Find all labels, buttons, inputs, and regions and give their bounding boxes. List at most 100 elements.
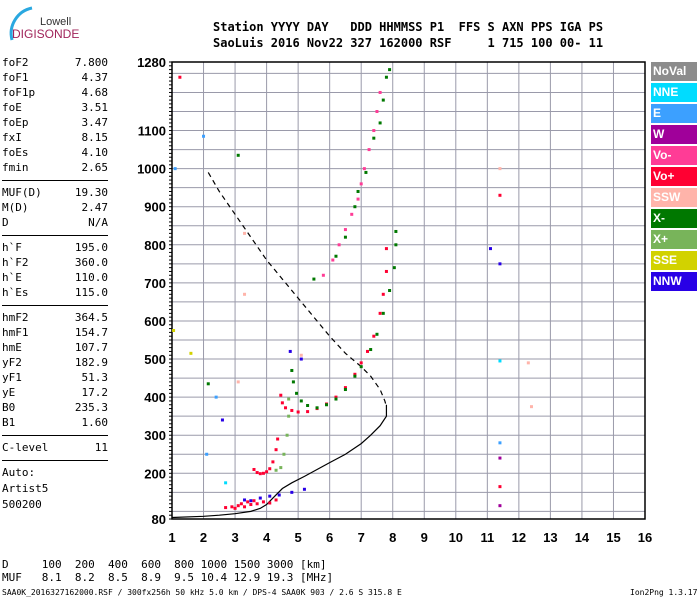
x-tick-label: 6 <box>326 530 333 545</box>
distance-row: D 100 200 400 600 800 1000 1500 3000 [km… <box>2 558 327 571</box>
echo-point <box>271 460 275 464</box>
echo-point <box>356 197 360 201</box>
echo-point <box>261 471 265 475</box>
param-label: hmF2 <box>2 311 29 324</box>
scaled-parameters: foF2 7.800 foF1 4.37 foF1p 4.68 foE 3.51 foEp 3.4… <box>2 55 108 513</box>
y-tick-label: 1000 <box>137 162 166 177</box>
x-tick-label: 5 <box>295 530 302 545</box>
param-row: h`F 195.0 <box>2 240 108 255</box>
param-value: 1.60 <box>81 416 109 429</box>
param-value: 3.47 <box>81 116 109 129</box>
param-value: 154.7 <box>74 326 108 339</box>
echo-point <box>290 490 294 494</box>
param-label: h`Es <box>2 286 29 299</box>
param-value: 11 <box>94 441 108 454</box>
echo-point <box>312 277 316 281</box>
param-label: foEs <box>2 146 29 159</box>
echo-point <box>277 493 281 497</box>
echo-point <box>353 205 357 209</box>
x-tick-label: 14 <box>575 530 590 545</box>
echo-point <box>375 332 379 336</box>
echo-point <box>372 136 376 140</box>
param-label: M(D) <box>2 201 29 214</box>
echo-point <box>375 110 379 114</box>
echo-point <box>353 372 357 376</box>
param-row: D N/A <box>2 215 108 230</box>
echo-point <box>280 401 284 405</box>
param-label: B1 <box>2 416 16 429</box>
param-row: foF1p 4.68 <box>2 85 108 100</box>
echo-point <box>498 262 502 266</box>
echo-point <box>284 406 288 410</box>
param-row: yE 17.2 <box>2 385 108 400</box>
echo-point <box>282 452 286 456</box>
param-value: 4.68 <box>81 86 109 99</box>
param-row: foEp 3.47 <box>2 115 108 130</box>
param-label: foE <box>2 101 22 114</box>
echo-point <box>384 269 388 273</box>
echo-point <box>268 501 272 505</box>
param-value: 7.800 <box>74 56 108 69</box>
echo-point <box>249 503 253 507</box>
echo-point <box>299 353 303 357</box>
echo-point <box>529 405 533 409</box>
param-row: h`E 110.0 <box>2 270 108 285</box>
param-label: foF1 <box>2 71 29 84</box>
echo-point <box>381 311 385 315</box>
echo-point <box>337 243 341 247</box>
echo-point <box>243 498 247 502</box>
param-value: 4.10 <box>81 146 109 159</box>
auto-scaling-info: 500200 <box>2 498 42 511</box>
x-tick-label: 13 <box>543 530 557 545</box>
plot-frame <box>171 61 646 520</box>
echo-point <box>392 266 396 270</box>
x-tick-label: 12 <box>512 530 526 545</box>
param-row: hmE 107.7 <box>2 340 108 355</box>
param-value: 364.5 <box>74 311 108 324</box>
param-row: M(D) 2.47 <box>2 200 108 215</box>
echo-point <box>325 403 329 407</box>
echo-point <box>285 433 289 437</box>
param-value: 19.30 <box>74 186 108 199</box>
param-row: fmin 2.65 <box>2 160 108 175</box>
electron-density-profile <box>171 404 388 519</box>
y-tick-label: 1100 <box>138 124 166 139</box>
echo-point <box>378 90 382 94</box>
echo-point <box>343 388 347 392</box>
legend-item-w: W <box>651 125 697 144</box>
param-row: MUF(D) 19.30 <box>2 185 108 200</box>
echo-point <box>243 292 247 296</box>
echo-point <box>224 506 228 510</box>
footer-file-info: SAA0K_2016327162000.RSF / 300fx256h 50 k… <box>2 588 402 597</box>
legend-item-xminus: X- <box>651 209 697 228</box>
echo-point <box>233 506 237 510</box>
x-tick-label: 15 <box>606 530 620 545</box>
param-value: 4.37 <box>81 71 109 84</box>
echo-point <box>202 134 206 138</box>
echo-point <box>220 418 224 422</box>
echo-point <box>236 380 240 384</box>
echo-point <box>295 391 299 395</box>
echo-point <box>290 408 294 412</box>
echo-point <box>372 129 376 133</box>
x-tick-label: 4 <box>263 530 271 545</box>
param-label: h`E <box>2 271 22 284</box>
x-tick-label: 8 <box>389 530 396 545</box>
echo-point <box>378 121 382 125</box>
param-value: 2.47 <box>81 201 109 214</box>
param-label: D <box>2 216 9 229</box>
param-row: h`Es 115.0 <box>2 285 108 300</box>
param-label: hmF1 <box>2 326 29 339</box>
ionogram-chart: 1 2 3 4 5 6 7 8 9 10 11 12 13 14 15 1680200300400500600… <box>137 55 652 545</box>
dashed-model-curve <box>207 172 388 407</box>
param-row: h`F2 360.0 <box>2 255 108 270</box>
param-value: 195.0 <box>74 241 108 254</box>
digisonde-logo: Lowell DIGISONDE <box>2 4 82 44</box>
echo-point <box>279 466 283 470</box>
echo-point <box>296 410 300 414</box>
polarization-legend: NoVal NNE E W Vo- Vo+ SSW X- X+ SSE NNW <box>651 62 697 293</box>
echo-point <box>258 496 262 500</box>
echo-point <box>359 361 363 365</box>
param-value: 8.15 <box>81 131 109 144</box>
